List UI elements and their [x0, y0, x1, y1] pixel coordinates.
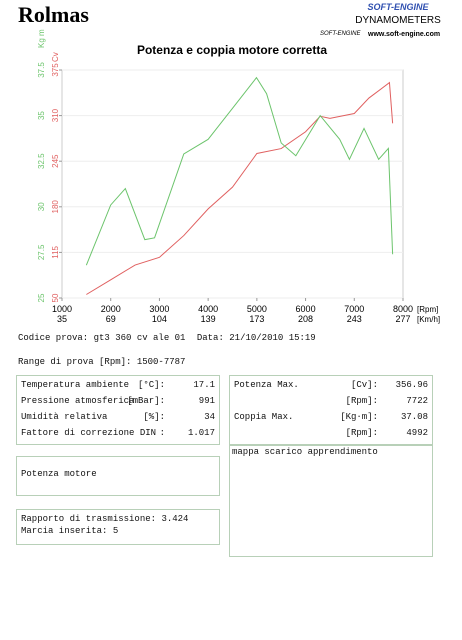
cell-value: 991	[198, 396, 215, 406]
cell-label: Coppia Max.	[234, 412, 294, 422]
gear: Marcia inserita: 5	[21, 526, 118, 536]
ratio: Rapporto di trasmissione: 3.424	[21, 514, 188, 524]
label: Codice prova:	[18, 333, 89, 343]
table-row: Umidità relativa [%]: 34	[21, 412, 215, 426]
cell-label: Umidità relativa	[21, 412, 108, 422]
y-tick-label: 375	[51, 63, 60, 77]
x-tick-label: 3000	[149, 304, 169, 314]
results-box: Potenza Max. [Cv]: 356.96 [Rpm]: 7722 Coppia …	[229, 375, 433, 445]
cell-unit: [Rpm]:	[345, 396, 378, 406]
speed-tick-label: 277	[395, 314, 410, 324]
value: 1500-7787	[136, 357, 186, 367]
y2-tick-label: 37.5	[37, 62, 46, 78]
cell-label: Fattore di correzione DIN	[21, 428, 157, 438]
y2-tick-label: 32.5	[37, 153, 46, 169]
cell-value: 7722	[406, 396, 428, 406]
label: Range di prova [Rpm]:	[18, 357, 132, 367]
x-axis-label: [Rpm]	[417, 305, 438, 314]
cell-label: Potenza Max.	[234, 380, 299, 390]
x-tick-label: 6000	[296, 304, 316, 314]
cell-unit: :	[159, 428, 165, 438]
x-tick-label: 8000	[393, 304, 413, 314]
y2-axis-label: Kg m	[37, 29, 46, 48]
series-line	[86, 81, 394, 295]
y-tick-label: 115	[51, 245, 60, 258]
y2-tick-label: 35	[37, 111, 46, 120]
chart: Rolmas SOFT-ENGINE DYNAMOMETERS SOFT-ENG…	[18, 2, 441, 324]
cell-unit: [°C]:	[137, 380, 165, 390]
table-row: Temperatura ambiente [°C]: 17.1	[21, 380, 215, 394]
logo-brand: SOFT-ENGINE	[367, 2, 429, 12]
map-box: mappa scarico apprendimento	[229, 445, 433, 557]
x-tick-label: 7000	[344, 304, 364, 314]
note: Potenza motore	[21, 469, 97, 479]
value: 21/10/2010 15:19	[229, 333, 316, 343]
y-tick-label: 310	[51, 108, 60, 122]
speed-tick-label: 35	[57, 314, 67, 324]
speed-axis-label: [Km/h]	[417, 315, 440, 324]
logo-small: SOFT-ENGINE	[320, 31, 361, 37]
value: 5	[112, 526, 119, 536]
table-row: Potenza Max. [Cv]: 356.96	[234, 380, 428, 394]
label: Data:	[196, 333, 224, 343]
speed-tick-label: 139	[201, 314, 216, 324]
logo-subtitle: DYNAMOMETERS	[355, 15, 441, 26]
y-tick-label: 180	[51, 200, 60, 214]
x-tick-label: 1000	[52, 304, 72, 314]
y2-tick-label: 27.5	[37, 244, 46, 260]
cell-value: 356.96	[395, 380, 428, 390]
speed-tick-label: 173	[249, 314, 264, 324]
chart-title: Potenza e coppia motore corretta	[137, 43, 327, 57]
y-tick-label: 245	[51, 154, 60, 168]
y-tick-label: 50	[51, 293, 60, 302]
cell-value: 37.08	[400, 412, 428, 422]
speed-tick-label: 69	[106, 314, 116, 324]
x-tick-label: 5000	[247, 304, 267, 314]
table-row: [Rpm]: 7722	[234, 396, 428, 410]
table-row: Fattore di correzione DIN: 1.017	[21, 428, 215, 442]
table-row: [Rpm]: 4992	[234, 428, 428, 442]
cell-value: 34	[204, 412, 215, 422]
info-line: Codice prova: gt3 360 cv ale 01 Data: 21…	[18, 333, 316, 343]
header-title: Rolmas	[18, 2, 89, 27]
cell-label: Pressione atmosferica	[21, 396, 135, 406]
note: mappa scarico apprendimento	[232, 447, 378, 457]
cell-label: Temperatura ambiente	[21, 380, 130, 390]
speed-tick-label: 243	[347, 314, 362, 324]
engine-box: Potenza motore	[16, 456, 220, 496]
y2-tick-label: 25	[37, 293, 46, 302]
table-row: Coppia Max. [Kg·m]: 37.08	[234, 412, 428, 426]
speed-tick-label: 104	[152, 314, 167, 324]
table-row: Pressione atmosferica [mBar]: 991	[21, 396, 215, 410]
cell-unit: [Kg·m]:	[340, 412, 378, 422]
value: 3.424	[161, 514, 189, 524]
cell-unit: [%]:	[143, 412, 165, 422]
range-line: Range di prova [Rpm]: 1500-7787	[18, 357, 185, 367]
value: gt3 360 cv ale 01	[93, 333, 186, 343]
label: Rapporto di trasmissione:	[21, 514, 157, 524]
cell-unit: [mBar]:	[127, 396, 165, 406]
cell-unit: [Rpm]:	[345, 428, 378, 438]
website: www.soft-engine.com	[367, 31, 440, 38]
cell-value: 1.017	[187, 428, 215, 438]
gear-box: Rapporto di trasmissione: 3.424 Marcia i…	[16, 509, 220, 545]
conditions-box: Temperatura ambiente [°C]: 17.1 Pressione a…	[16, 375, 220, 445]
speed-tick-label: 208	[298, 314, 313, 324]
y-axis-label: Cv	[51, 52, 60, 62]
cell-value: 4992	[406, 428, 428, 438]
x-tick-label: 4000	[198, 304, 218, 314]
y2-tick-label: 30	[37, 202, 46, 211]
plot-frame	[61, 69, 404, 299]
cell-unit: [Cv]:	[350, 380, 378, 390]
cell-value: 17.1	[193, 380, 215, 390]
label: Marcia inserita:	[21, 526, 108, 536]
series-line	[85, 76, 394, 266]
x-tick-label: 2000	[101, 304, 121, 314]
